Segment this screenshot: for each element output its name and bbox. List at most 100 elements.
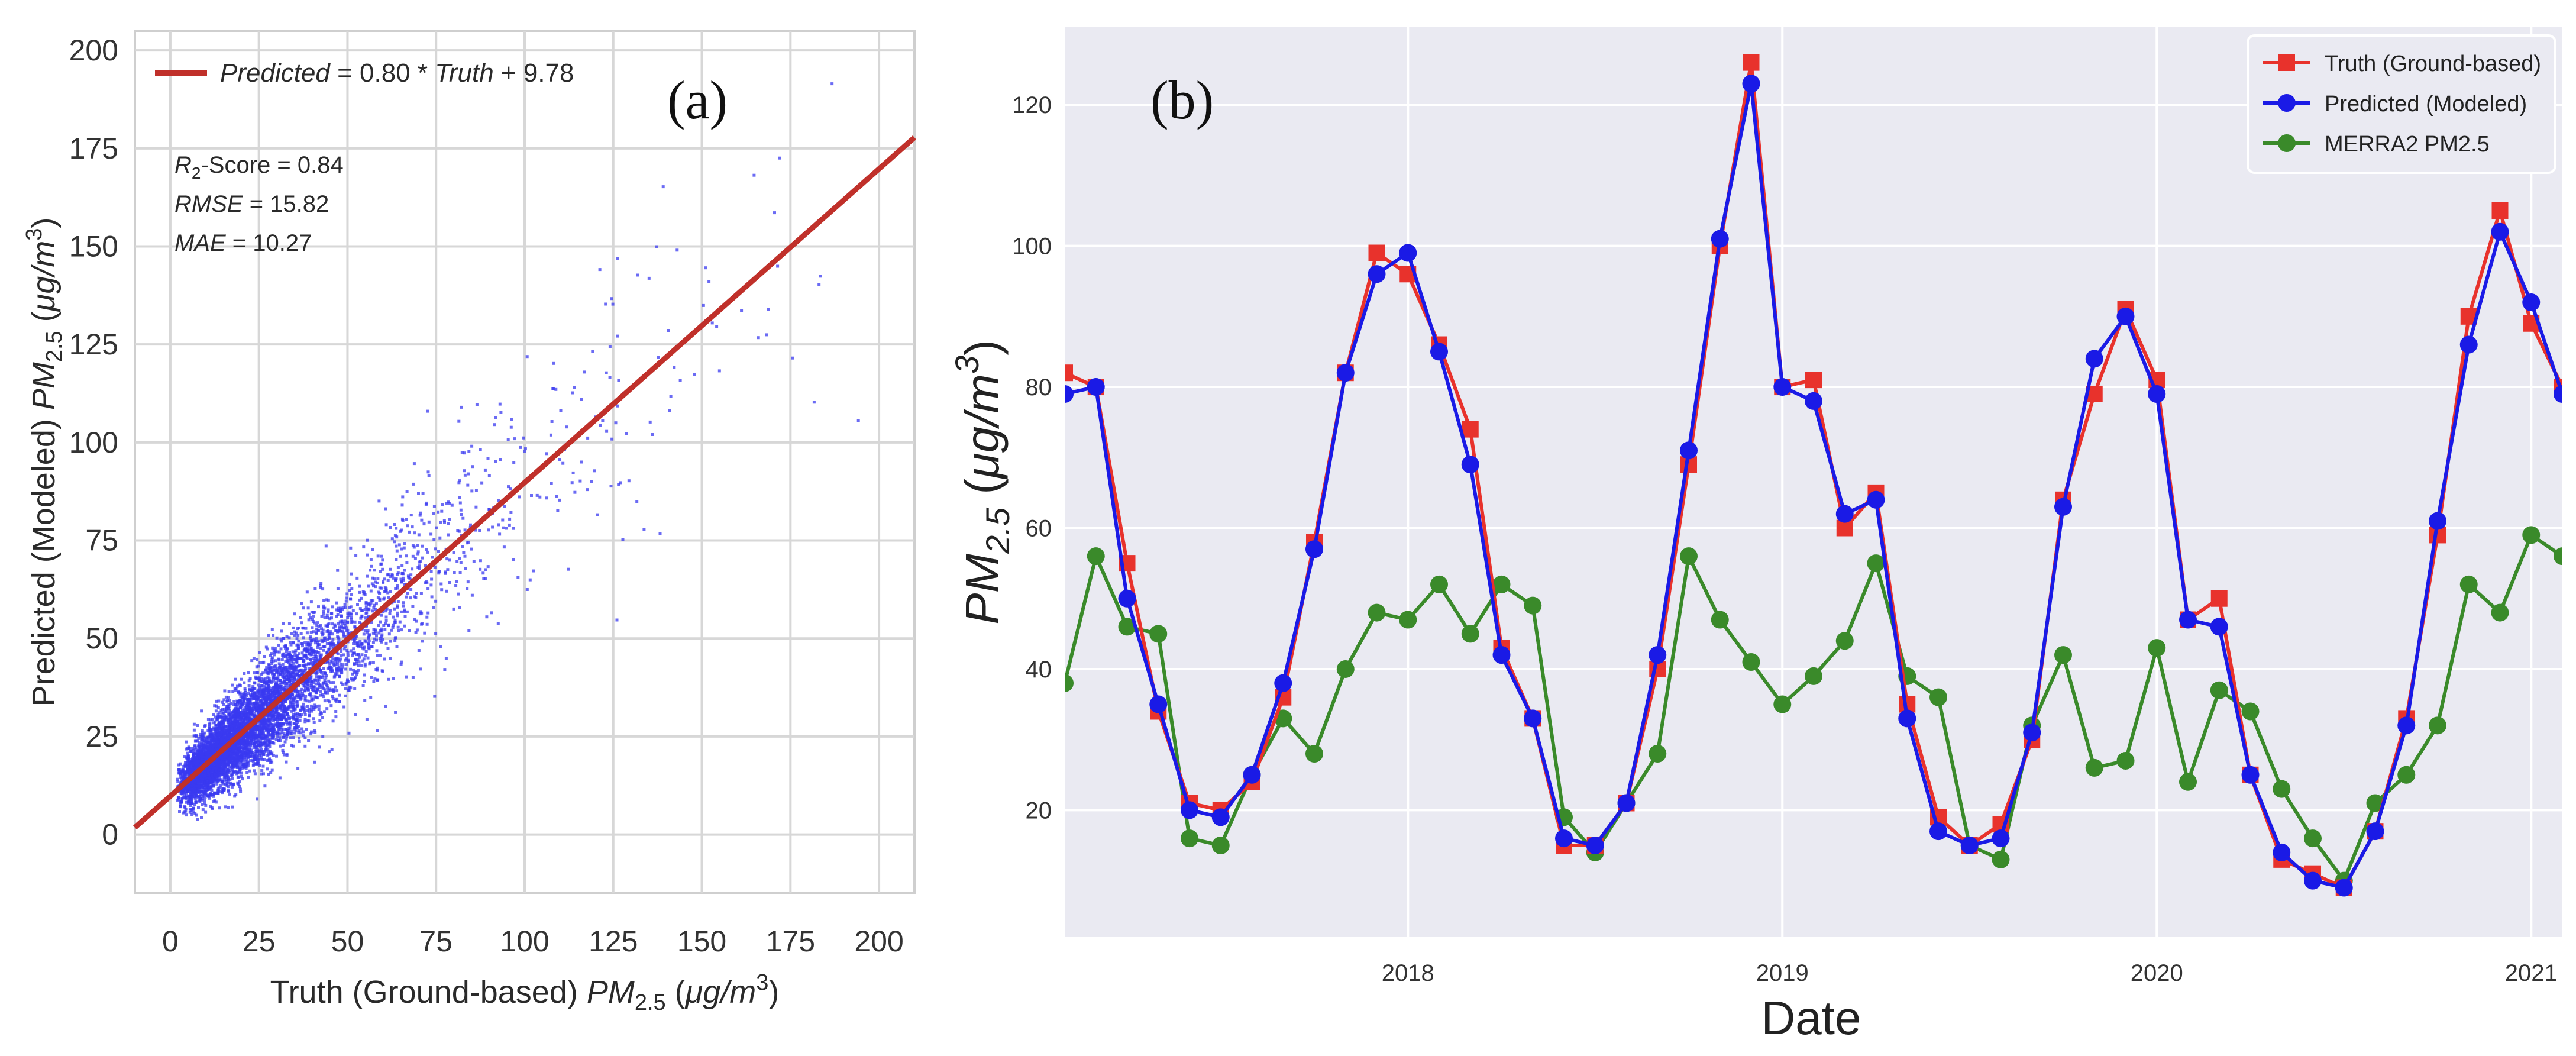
scatter-point <box>261 671 265 675</box>
scatter-point <box>370 582 374 586</box>
scatter-point <box>198 741 201 745</box>
scatter-point <box>340 681 343 684</box>
scatter-point <box>470 444 474 448</box>
scatter-point <box>300 713 303 716</box>
scatter-point <box>371 599 375 603</box>
scatter-point <box>346 628 350 632</box>
scatter-point <box>226 754 230 757</box>
scatter-point <box>467 472 470 476</box>
scatter-point <box>357 664 360 667</box>
scatter-point <box>335 615 338 618</box>
scatter-point <box>285 721 288 724</box>
scatter-point <box>200 738 203 742</box>
scatter-point <box>311 626 314 629</box>
scatter-point <box>217 726 221 730</box>
scatter-point <box>247 671 250 674</box>
scatter-point <box>616 334 619 338</box>
scatter-point <box>198 799 201 802</box>
scatter-point <box>381 558 384 562</box>
scatter-point <box>317 708 321 711</box>
scatter-point <box>322 604 325 608</box>
scatter-point <box>234 689 237 692</box>
scatter-point <box>313 706 317 709</box>
scatter-point <box>280 709 284 712</box>
scatter-point <box>439 582 443 586</box>
scatter-point <box>483 468 487 472</box>
scatter-point <box>225 729 228 733</box>
scatter-point <box>248 741 252 744</box>
scatter-point <box>350 572 353 576</box>
scatter-point <box>322 610 325 613</box>
scatter-point <box>479 448 482 451</box>
scatter-point <box>205 786 208 789</box>
scatter-point <box>328 642 331 645</box>
scatter-point <box>466 580 470 584</box>
scatter-point <box>558 498 561 502</box>
scatter-point <box>413 531 416 535</box>
scatter-point <box>425 615 429 619</box>
scatter-point <box>300 670 304 674</box>
scatter-point <box>395 535 399 539</box>
scatter-point <box>625 432 628 435</box>
scatter-point <box>223 771 227 775</box>
scatter-point <box>267 664 271 667</box>
scatter-point <box>344 645 347 648</box>
scatter-point <box>198 759 202 763</box>
scatter-point <box>331 632 334 636</box>
scatter-point <box>293 731 296 735</box>
scatter-point <box>493 423 496 427</box>
scatter-point <box>648 420 652 424</box>
scatter-point <box>458 501 462 505</box>
scatter-point <box>224 805 227 809</box>
scatter-point <box>258 754 261 757</box>
scatter-point <box>295 637 299 641</box>
scatter-point <box>244 759 247 763</box>
scatter-point <box>179 803 182 806</box>
scatter-point <box>243 689 247 692</box>
scatter-point <box>204 740 208 744</box>
scatter-point <box>303 689 307 692</box>
scatter-point <box>227 706 231 710</box>
scatter-point <box>458 557 461 560</box>
scatter-point <box>363 662 367 666</box>
scatter-point <box>439 521 442 524</box>
scatter-point <box>215 733 218 737</box>
scatter-point <box>202 758 206 761</box>
scatter-point <box>200 709 203 713</box>
scatter-point <box>185 813 188 817</box>
scatter-point <box>280 692 283 695</box>
scatter-point <box>271 666 274 670</box>
scatter-point <box>185 796 188 799</box>
scatter-point <box>296 690 299 693</box>
scatter-point <box>315 705 319 708</box>
scatter-point <box>280 671 284 675</box>
scatter-point <box>267 773 270 776</box>
scatter-point <box>384 622 387 625</box>
scatter-point <box>285 650 288 653</box>
scatter-point <box>315 624 319 627</box>
scatter-point <box>216 715 220 719</box>
scatter-point <box>192 722 196 726</box>
scatter-point <box>272 724 276 728</box>
scatter-point <box>211 780 214 783</box>
scatter-point <box>189 792 192 796</box>
scatter-point <box>292 657 296 661</box>
scatter-point <box>325 650 329 654</box>
scatter-point <box>290 671 294 674</box>
scatter-point <box>378 592 382 595</box>
scatter-point <box>234 711 238 714</box>
scatter-point <box>396 600 400 603</box>
scatter-point <box>276 668 280 671</box>
scatter-point <box>179 762 182 766</box>
scatter-point <box>376 729 379 732</box>
scatter-point <box>257 724 261 728</box>
scatter-point <box>280 658 284 661</box>
scatter-point <box>297 731 300 735</box>
scatter-point <box>396 604 399 608</box>
scatter-point <box>354 554 358 557</box>
scatter-point <box>209 805 212 808</box>
scatter-point <box>405 610 409 613</box>
scatter-point <box>319 693 322 697</box>
scatter-point <box>498 532 502 536</box>
scatter-point <box>307 739 311 742</box>
